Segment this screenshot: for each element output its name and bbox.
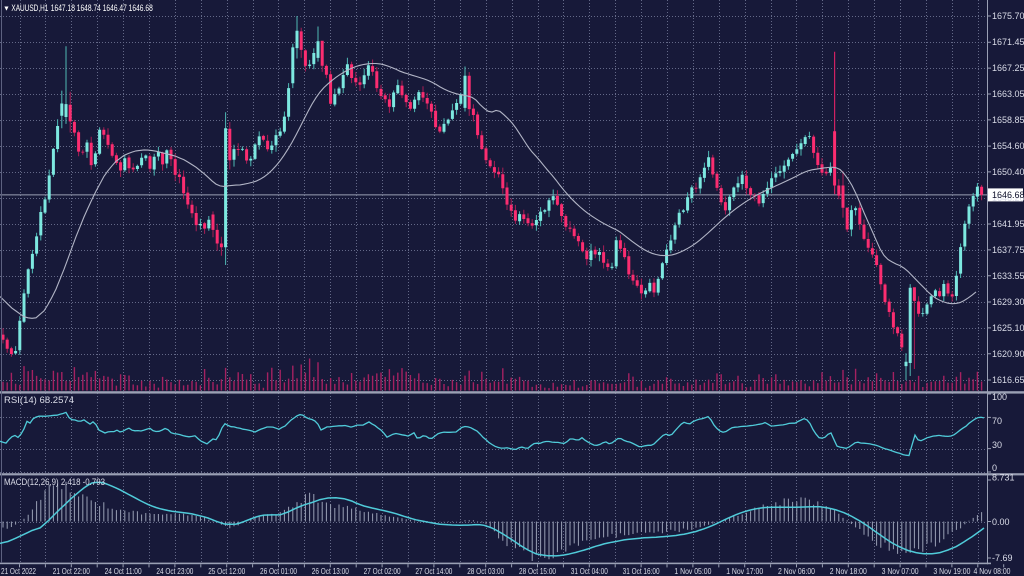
svg-text:26 Oct 13:00: 26 Oct 13:00 — [312, 566, 349, 576]
svg-text:1663.05: 1663.05 — [992, 89, 1024, 99]
svg-text:▼: ▼ — [3, 6, 10, 13]
svg-text:3 Nov 07:00: 3 Nov 07:00 — [882, 566, 919, 576]
svg-text:1650.40: 1650.40 — [992, 167, 1024, 177]
svg-text:2 Nov 06:00: 2 Nov 06:00 — [778, 566, 815, 576]
svg-text:1646.68: 1646.68 — [992, 190, 1024, 200]
svg-text:31 Oct 04:00: 31 Oct 04:00 — [571, 566, 608, 576]
svg-text:1625.10: 1625.10 — [992, 323, 1024, 333]
svg-text:1654.60: 1654.60 — [992, 141, 1024, 151]
svg-text:70: 70 — [992, 416, 1002, 426]
svg-text:2 Nov 18:00: 2 Nov 18:00 — [830, 566, 867, 576]
svg-text:1671.45: 1671.45 — [992, 37, 1024, 47]
svg-text:1 Nov 05:00: 1 Nov 05:00 — [674, 566, 711, 576]
svg-text:MACD(12,26,9) 2.418 -0.793: MACD(12,26,9) 2.418 -0.793 — [4, 477, 105, 487]
svg-text:21 Oct 2022: 21 Oct 2022 — [1, 566, 36, 576]
svg-text:XAUUSD,H1: XAUUSD,H1 — [11, 3, 48, 13]
svg-text:21 Oct 22:00: 21 Oct 22:00 — [53, 566, 90, 576]
svg-text:1641.95: 1641.95 — [992, 219, 1024, 229]
svg-text:28 Oct 03:00: 28 Oct 03:00 — [467, 566, 504, 576]
svg-text:1620.90: 1620.90 — [992, 349, 1024, 359]
svg-text:-7.69: -7.69 — [992, 553, 1013, 563]
svg-text:1633.55: 1633.55 — [992, 271, 1024, 281]
svg-text:8.731: 8.731 — [992, 473, 1015, 483]
svg-text:1637.75: 1637.75 — [992, 245, 1024, 255]
svg-text:RSI(14) 68.2574: RSI(14) 68.2574 — [4, 395, 74, 405]
svg-text:0: 0 — [992, 463, 997, 473]
svg-text:24 Oct 11:00: 24 Oct 11:00 — [105, 566, 142, 576]
svg-text:25 Oct 12:00: 25 Oct 12:00 — [208, 566, 245, 576]
svg-text:26 Oct 01:00: 26 Oct 01:00 — [260, 566, 297, 576]
svg-text:0.00: 0.00 — [992, 517, 1010, 527]
svg-text:100: 100 — [992, 392, 1007, 402]
svg-text:27 Oct 14:00: 27 Oct 14:00 — [415, 566, 452, 576]
svg-text:28 Oct 15:00: 28 Oct 15:00 — [519, 566, 556, 576]
svg-text:1646.20: 1646.20 — [992, 193, 1024, 203]
svg-text:1647.18 1648.74 1646.47 1646.6: 1647.18 1648.74 1646.47 1646.68 — [51, 3, 153, 13]
svg-text:30: 30 — [992, 440, 1002, 450]
svg-text:27 Oct 02:00: 27 Oct 02:00 — [364, 566, 401, 576]
svg-text:24 Oct 23:00: 24 Oct 23:00 — [156, 566, 193, 576]
svg-text:31 Oct 16:00: 31 Oct 16:00 — [623, 566, 660, 576]
svg-text:1629.30: 1629.30 — [992, 297, 1024, 307]
svg-text:1675.70: 1675.70 — [992, 11, 1024, 21]
svg-text:1 Nov 17:00: 1 Nov 17:00 — [726, 566, 763, 576]
svg-text:4 Nov 08:00: 4 Nov 08:00 — [974, 566, 1011, 576]
svg-text:1667.25: 1667.25 — [992, 63, 1024, 73]
svg-text:3 Nov 19:00: 3 Nov 19:00 — [933, 566, 970, 576]
svg-text:1616.65: 1616.65 — [992, 375, 1024, 385]
svg-text:1658.85: 1658.85 — [992, 115, 1024, 125]
